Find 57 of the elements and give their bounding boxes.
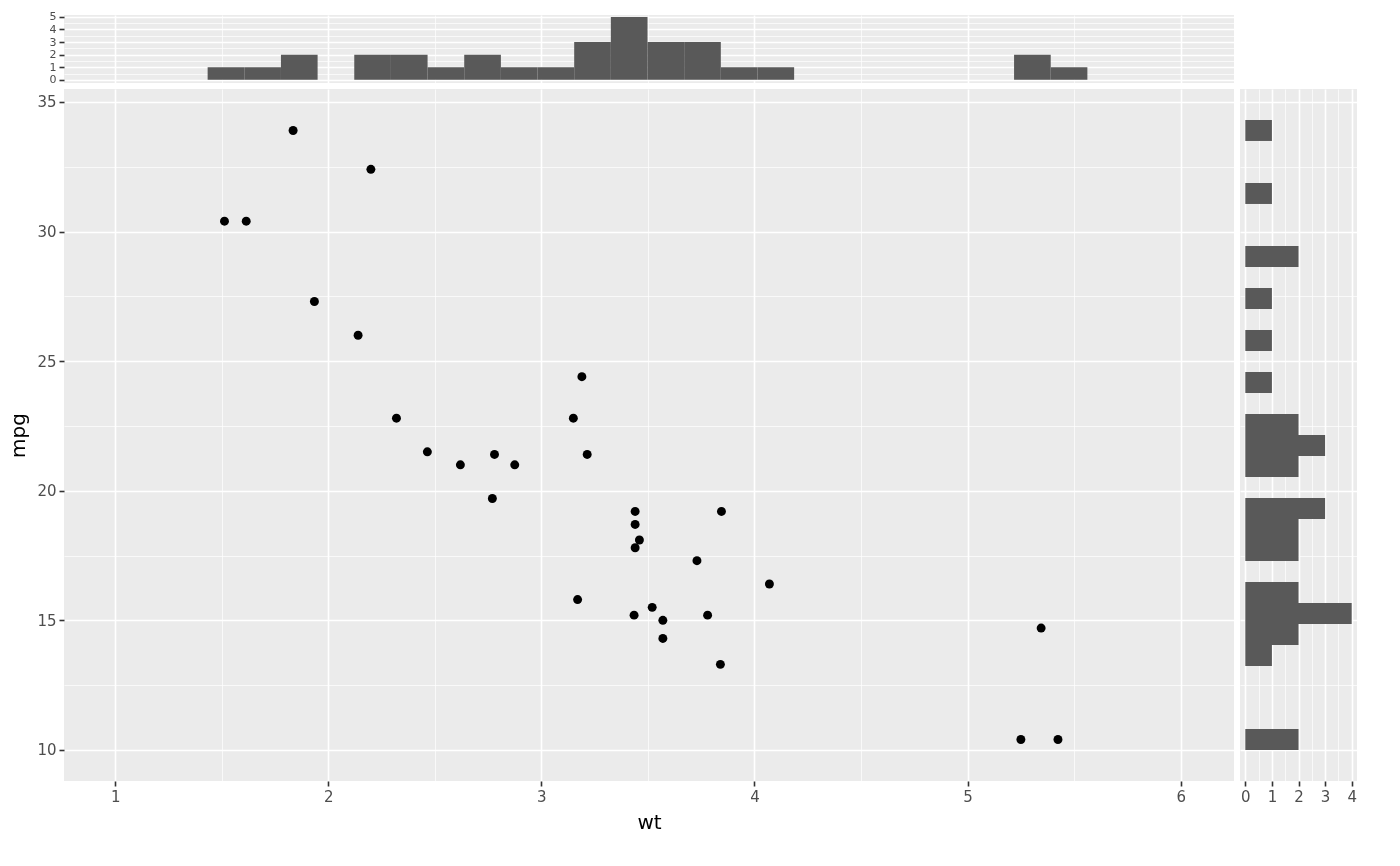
y-tick-label: 35 <box>37 93 57 112</box>
x-tick-label: 0 <box>1241 787 1251 806</box>
y-tick-label: 0 <box>49 73 57 87</box>
point <box>490 449 499 459</box>
point <box>487 494 497 503</box>
point <box>582 449 592 459</box>
point <box>764 579 774 589</box>
point <box>630 519 640 529</box>
y-tick-label: 5 <box>49 10 57 24</box>
point <box>629 610 639 620</box>
point <box>220 216 229 226</box>
point <box>634 535 644 545</box>
point <box>422 447 432 457</box>
x-tick-label: 3 <box>1320 787 1331 806</box>
point <box>288 126 298 135</box>
y-tick-label: 15 <box>37 611 57 630</box>
point <box>1053 735 1063 744</box>
point <box>658 615 668 625</box>
x-axis-title: wt <box>637 809 662 834</box>
x-tick-label: 6 <box>1176 787 1186 806</box>
x-tick-label: 4 <box>750 787 760 806</box>
point <box>353 330 363 340</box>
point <box>703 610 713 620</box>
x-tick-label: 5 <box>963 787 973 806</box>
point <box>1016 735 1026 744</box>
point <box>716 506 726 516</box>
x-tick-label: 2 <box>323 787 334 806</box>
x-tick-label: 2 <box>1294 787 1304 806</box>
point <box>309 297 319 306</box>
y-tick-label: 4 <box>49 22 57 36</box>
y-tick-label: 2 <box>49 48 57 62</box>
y-tick-label: 1 <box>49 60 57 74</box>
y-tick-label: 10 <box>37 741 57 760</box>
y-tick-label: 3 <box>49 35 57 49</box>
point <box>630 506 640 516</box>
point <box>630 543 640 553</box>
point <box>692 556 702 566</box>
x-tick-label: 3 <box>537 787 547 806</box>
x-tick-label: 4 <box>1347 787 1357 806</box>
point <box>715 659 725 669</box>
x-tick-label: 1 <box>1267 787 1278 806</box>
point <box>366 164 376 174</box>
point <box>577 372 587 382</box>
y-tick-label: 25 <box>37 352 57 371</box>
point <box>241 216 251 226</box>
y-tick-label: 20 <box>37 482 57 501</box>
point <box>658 633 668 643</box>
x-tick-label: 1 <box>110 787 121 806</box>
y-axis-title: mpg <box>6 413 31 458</box>
point <box>647 602 657 612</box>
point <box>1036 623 1046 633</box>
point <box>568 413 578 423</box>
point <box>573 595 583 605</box>
y-tick-label: 30 <box>37 223 57 242</box>
point <box>510 460 520 470</box>
point <box>391 413 401 423</box>
point <box>455 460 465 470</box>
